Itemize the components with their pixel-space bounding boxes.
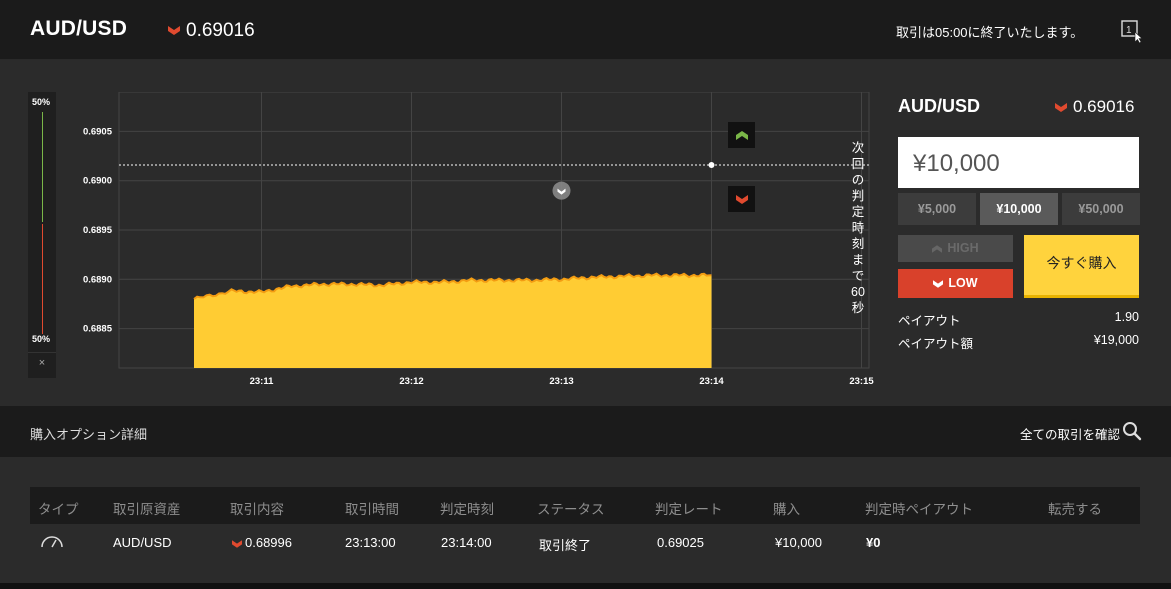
low-label: LOW <box>948 276 978 290</box>
th-judge-time: 判定時刻 <box>440 502 494 517</box>
view-all-trades-link[interactable]: 全ての取引を確認 <box>1020 428 1121 442</box>
countdown-char: の <box>851 173 865 187</box>
gauge-close-button[interactable]: × <box>28 352 56 369</box>
countdown-char: 刻 <box>851 237 865 251</box>
payout-value: 1.90 <box>1114 310 1139 324</box>
x-tick-label: 23:11 <box>250 376 274 387</box>
down-arrow-icon <box>168 26 180 36</box>
y-tick-label: 0.6900 <box>83 176 112 187</box>
x-tick-label: 23:15 <box>849 376 874 387</box>
chart-low-button[interactable] <box>728 186 755 212</box>
countdown-text: 次回の判定時刻まで 60 秒 <box>849 140 867 316</box>
td-judge-time: 23:14:00 <box>441 535 492 550</box>
td-purchase: ¥10,000 <box>775 535 822 550</box>
preset-50000-button[interactable]: ¥50,000 <box>1062 193 1140 225</box>
search-icon[interactable] <box>1122 421 1142 441</box>
th-purchase: 購入 <box>773 502 800 517</box>
countdown-char: 定 <box>851 205 865 219</box>
th-content: 取引内容 <box>230 502 284 517</box>
down-arrow-icon <box>232 539 242 548</box>
countdown-char: 時 <box>851 221 865 235</box>
countdown-char: 60 <box>851 285 865 299</box>
th-payout: 判定時ペイアウト <box>865 502 973 517</box>
bottom-border <box>0 583 1171 589</box>
countdown-char: 判 <box>851 189 865 203</box>
details-title: 購入オプション詳細 <box>30 427 148 442</box>
x-tick-label: 23:14 <box>699 376 724 387</box>
price-line <box>193 272 712 300</box>
y-tick-label: 0.6885 <box>83 324 113 335</box>
header-pair: AUD/USD <box>30 17 128 40</box>
gauge-top-pct: 50% <box>32 97 51 107</box>
gauge-bottom-pct: 50% <box>32 334 51 344</box>
th-type: タイプ <box>38 502 79 517</box>
th-asset: 取引原資産 <box>113 502 181 517</box>
td-trade-time: 23:13:00 <box>345 535 396 550</box>
up-arrow-icon <box>735 130 748 140</box>
header-rate-value: 0.69016 <box>186 20 255 41</box>
table-header: タイプ 取引原資産 取引内容 取引時間 判定時刻 ステータス 判定レート 購入 … <box>30 487 1140 524</box>
countdown-char: 次 <box>851 141 865 155</box>
trade-rate: 0.69016 <box>1055 97 1134 117</box>
down-arrow-icon <box>1055 103 1067 113</box>
options-table: タイプ 取引原資産 取引内容 取引時間 判定時刻 ステータス 判定レート 購入 … <box>0 457 1171 589</box>
current-rate-dot <box>708 161 715 168</box>
down-arrow-icon <box>735 194 748 204</box>
y-tick-label: 0.6905 <box>83 126 113 137</box>
details-bar: 購入オプション詳細 全ての取引を確認 <box>0 406 1171 457</box>
y-tick-label: 0.6895 <box>83 225 113 236</box>
window-icon[interactable]: 1 <box>1121 19 1143 43</box>
window-icon-label: 1 <box>1126 25 1132 36</box>
td-content: 0.68996 <box>232 535 292 550</box>
chart-high-button[interactable] <box>728 122 755 148</box>
countdown-char: ま <box>851 253 865 267</box>
price-area <box>194 273 712 368</box>
td-asset: AUD/USD <box>113 535 172 550</box>
closing-notice: 取引は05:00に終了いたします。 <box>896 25 1084 40</box>
preset-5000-button[interactable]: ¥5,000 <box>898 193 976 225</box>
gauge-low-bar <box>42 224 43 334</box>
gauge-high-bar <box>42 112 43 222</box>
th-resell: 転売する <box>1048 502 1102 517</box>
entry-marker <box>552 181 571 200</box>
payout-amount-value: ¥19,000 <box>1093 333 1139 347</box>
td-status: 取引終了 <box>539 538 592 553</box>
countdown-char: 秒 <box>851 301 865 315</box>
entry-down-icon <box>557 188 566 195</box>
payout-amount-label: ペイアウト額 <box>898 337 974 351</box>
trade-rate-value: 0.69016 <box>1073 97 1135 116</box>
header-rate: 0.69016 <box>168 20 255 42</box>
th-judge-rate: 判定レート <box>655 502 723 517</box>
x-tick-label: 23:13 <box>549 376 573 387</box>
low-button[interactable]: LOW <box>898 269 1013 298</box>
top-bar: AUD/USD 0.69016 取引は05:00に終了いたします。 1 <box>0 0 1171 60</box>
th-trade-time: 取引時間 <box>345 502 399 517</box>
trade-pair: AUD/USD <box>898 96 981 116</box>
high-button[interactable]: HIGH <box>898 235 1013 262</box>
x-tick-label: 23:12 <box>399 376 423 387</box>
th-status: ステータス <box>537 502 605 517</box>
payout-label: ペイアウト <box>898 314 961 328</box>
countdown-char: で <box>851 269 865 283</box>
td-content-value: 0.68996 <box>245 535 292 550</box>
up-arrow-icon <box>932 244 943 253</box>
high-label: HIGH <box>947 241 979 255</box>
y-tick-label: 0.6890 <box>83 274 112 285</box>
countdown-char: 回 <box>851 157 865 171</box>
amount-input[interactable]: ¥10,000 <box>898 137 1139 188</box>
preset-10000-button[interactable]: ¥10,000 <box>980 193 1058 225</box>
buy-now-button[interactable]: 今すぐ購入 <box>1024 235 1139 298</box>
td-judge-rate: 0.69025 <box>657 535 704 550</box>
down-arrow-icon <box>933 279 944 288</box>
gauge-type-icon <box>41 536 63 548</box>
sentiment-gauge: 50% 50% × <box>28 92 56 378</box>
td-payout: ¥0 <box>866 535 881 550</box>
